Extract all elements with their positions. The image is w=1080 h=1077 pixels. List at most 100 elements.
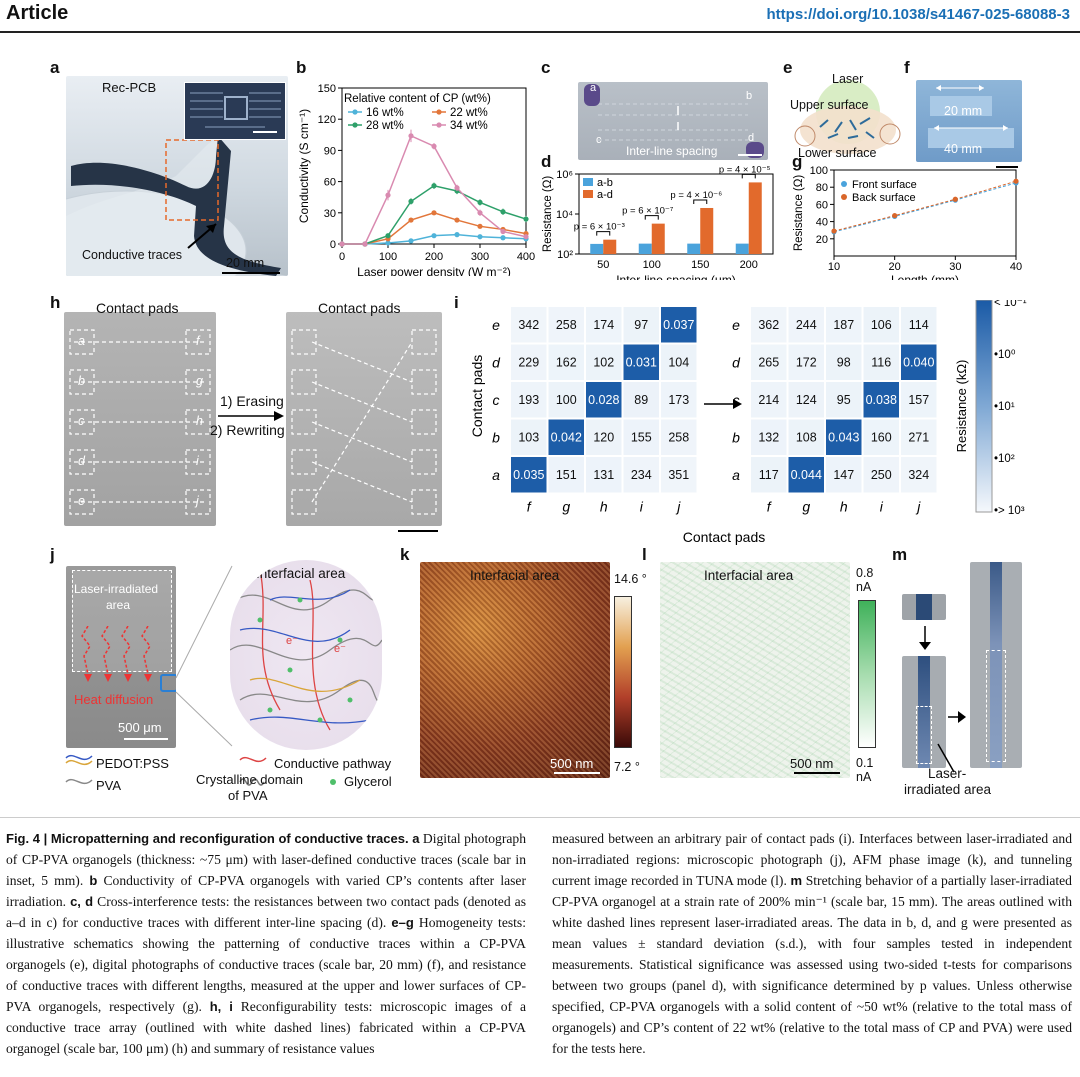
cell-value: 271 (908, 430, 929, 444)
panel-f-photo: 20 mm 40 mm (916, 80, 1022, 162)
heatmap-cell (863, 419, 899, 455)
cell-value: 120 (593, 430, 614, 444)
heatmap-cell (826, 307, 862, 343)
bar (603, 239, 617, 254)
bar (651, 223, 665, 254)
data-point (500, 209, 506, 215)
heatmap-cell (623, 307, 659, 343)
colorbar (975, 300, 993, 513)
row-label: c (493, 392, 500, 408)
legend-icons-right (239, 756, 267, 786)
series-line (342, 134, 527, 245)
heatmap-cell (586, 344, 622, 380)
cell-value: 155 (631, 430, 652, 444)
panel-a-traces-label: Conductive traces (82, 248, 183, 262)
colorbar-tick: •10⁰ (994, 349, 1016, 361)
heatmap-cell (751, 382, 787, 418)
cell-value: 100 (556, 393, 577, 407)
legend-glycerol: Glycerol (344, 774, 392, 789)
cell-value: 0.038 (866, 393, 897, 407)
cell-value: 172 (796, 355, 817, 369)
panel-a-title: Rec-PCB (102, 80, 157, 95)
heatmap-cell (661, 344, 697, 380)
data-point (431, 210, 437, 216)
cell-value: 234 (631, 468, 652, 482)
zoom-marker (160, 674, 176, 692)
heatmap-cell (788, 419, 824, 455)
panel-a-drawing (66, 136, 288, 276)
panel-f-40: 40 mm (944, 142, 983, 156)
panel-f-20: 20 mm (944, 104, 983, 118)
cell-value: 97 (634, 318, 648, 332)
data-point (523, 234, 529, 240)
data-point (477, 234, 483, 240)
pad-b: b (78, 374, 85, 388)
y-tick-label: 10⁴ (556, 209, 573, 221)
y-tick-label: 100 (810, 165, 828, 177)
pad-c: c (78, 414, 85, 428)
heatmap-cell (586, 419, 622, 455)
legend-icons-left (65, 754, 93, 785)
x-tick-label: 400 (517, 251, 535, 263)
legend-crys2: of PVA (228, 788, 268, 803)
panel-f-arrows (934, 85, 1008, 131)
panel-a-photo: Rec-PCB Conductive traces 20 mm (66, 76, 288, 276)
cell-value: 106 (871, 318, 892, 332)
data-point (477, 210, 483, 216)
pad-i: i (196, 454, 199, 468)
heatmap-cell (863, 457, 899, 493)
caption-bold: Fig. 4 | Micropatterning and reconfigura… (6, 831, 420, 846)
panel-k-scalebar (554, 772, 600, 774)
x-tick-label: 150 (691, 259, 709, 271)
col-label: h (840, 499, 848, 515)
row-label: b (732, 429, 740, 445)
x-tick-label: 0 (339, 251, 345, 263)
header-rule (0, 31, 1080, 33)
panel-label-m: m (892, 545, 908, 564)
doi-link[interactable]: https://doi.org/10.1038/s41467-025-68088… (766, 6, 1071, 23)
electron-1: e⁻ (286, 635, 298, 647)
cell-value: 160 (871, 430, 892, 444)
col-label: h (600, 499, 608, 515)
panel-l-scale: 500 nm (790, 756, 834, 771)
legend-marker (436, 109, 442, 115)
y-tick-label: 60 (816, 199, 828, 211)
panel-h-left-traces (69, 329, 211, 515)
heatmap-cell (548, 382, 584, 418)
legend-marker (436, 122, 442, 128)
data-point (454, 185, 460, 191)
cell-value: 324 (908, 468, 929, 482)
p-value: p = 4 × 10⁻⁵ (719, 164, 771, 175)
m-box-1 (916, 706, 932, 764)
panel-h-step1: 1) Erasing (220, 393, 284, 409)
heatmap-cell (788, 344, 824, 380)
panel-a-scalebar (222, 272, 280, 274)
x-tick-label: 100 (643, 259, 661, 271)
heatmap-cell (661, 307, 697, 343)
y-tick-label: 60 (324, 177, 336, 189)
legend-marker (841, 194, 847, 200)
legend-label: Front surface (852, 179, 917, 191)
panel-j-heat: Heat diffusion (74, 692, 154, 707)
panel-l-max1: 0.8 (856, 566, 874, 580)
cell-value: 351 (668, 468, 689, 482)
legend-label: 28 wt% (366, 120, 404, 132)
chart-g: 10 20 30 40 20 40 60 80 100 Length (mm) Resistance… (793, 165, 1022, 280)
cell-value: 157 (908, 393, 929, 407)
m-sample-2 (918, 656, 930, 768)
panel-k-scale: 500 nm (550, 756, 594, 771)
data-point (952, 196, 958, 202)
panel-m-stretched1 (902, 656, 946, 768)
heatmap-cell (661, 382, 697, 418)
caption-bold: c, d (70, 894, 94, 909)
colorbar-tick: •10² (994, 453, 1015, 465)
cell-value: 187 (833, 318, 854, 332)
pad-f: f (196, 334, 200, 348)
heatmap-cell (661, 457, 697, 493)
x-tick-label: 200 (740, 259, 758, 271)
panel-label-j: j (50, 545, 55, 564)
x-axis-label: Length (mm) (891, 273, 959, 280)
panel-label-h: h (50, 293, 61, 312)
caption-right: measured between an arbitrary pair of co… (552, 828, 1072, 1059)
